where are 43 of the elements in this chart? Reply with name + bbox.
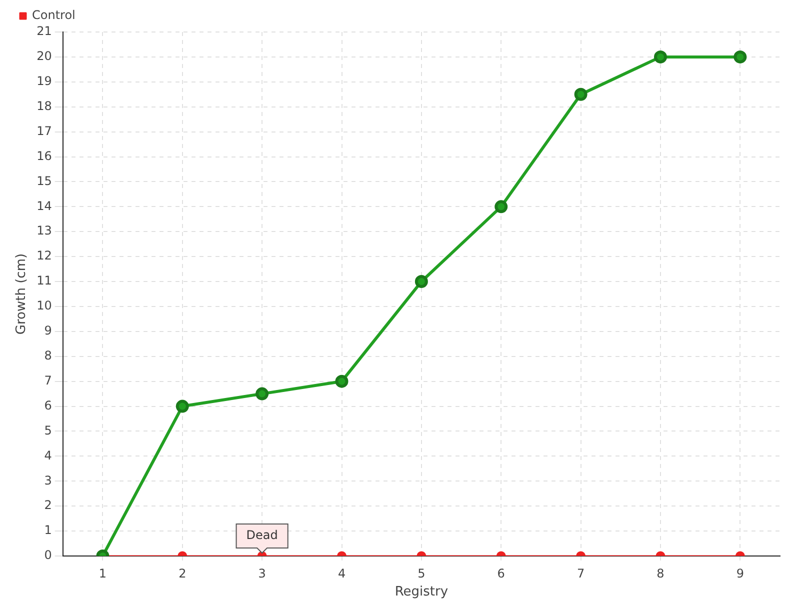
y-tick-label: 10	[36, 298, 52, 313]
y-tick-label: 21	[36, 24, 52, 38]
y-tick-label: 7	[44, 373, 52, 388]
x-tick-label: 7	[576, 566, 585, 580]
y-tick-label: 20	[36, 49, 52, 64]
x-tick-label: 4	[338, 566, 346, 580]
y-tick-label: 16	[36, 148, 52, 163]
y-tick-label: 0	[44, 548, 52, 562]
legend-label: Control	[32, 8, 76, 22]
point	[734, 50, 747, 64]
y-tick-label: 12	[36, 248, 52, 263]
y-tick-label: 9	[44, 324, 52, 338]
point	[176, 400, 189, 413]
y-tick-label: 8	[44, 348, 52, 363]
y-tick-label: 1	[44, 523, 52, 538]
x-tick-label: 6	[497, 566, 505, 580]
y-tick-label: 11	[36, 274, 52, 288]
y-tick-label: 6	[44, 398, 52, 412]
annotation: Dead	[246, 528, 278, 542]
point	[574, 88, 588, 101]
y-tick-label: 18	[36, 98, 52, 113]
point	[494, 200, 508, 214]
x-tick-label: 1	[98, 566, 107, 580]
y-tick-label: 17	[36, 124, 52, 138]
y-axis-title: Growth (cm)	[14, 253, 30, 335]
y-tick-label: 19	[36, 74, 52, 88]
x-tick-label: 5	[418, 566, 426, 580]
point	[414, 275, 428, 288]
y-tick-label: 15	[36, 174, 52, 188]
x-tick-label: 8	[656, 566, 664, 580]
x-axis-title: Registry	[394, 584, 448, 600]
point	[256, 387, 269, 400]
x-tick-label: 9	[736, 566, 744, 580]
point	[654, 50, 667, 64]
point	[335, 374, 348, 388]
y-tick-label: 3	[44, 473, 52, 488]
x-tick-label: 3	[258, 566, 266, 580]
y-tick-label: 13	[36, 224, 52, 238]
y-tick-label: 14	[36, 198, 52, 213]
y-tick-label: 5	[44, 423, 52, 438]
x-tick-label: 2	[178, 566, 186, 580]
y-tick-label: 4	[44, 448, 52, 462]
y-tick-label: 2	[44, 498, 52, 512]
